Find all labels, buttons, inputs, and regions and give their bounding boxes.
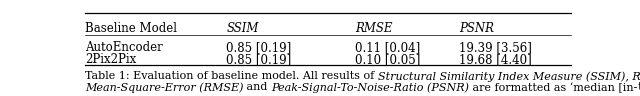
Text: 0.10 [0.05]: 0.10 [0.05] [355,53,420,66]
Text: Baseline Model: Baseline Model [85,22,177,35]
Text: Table 1: Evaluation of baseline model. All results of: Table 1: Evaluation of baseline model. A… [85,71,378,81]
Text: 0.85 [0.19]: 0.85 [0.19] [227,53,292,66]
Text: 19.68 [4.40]: 19.68 [4.40] [460,53,532,66]
Text: RMSE: RMSE [355,22,393,35]
Text: Peak-Signal-To-Noise-Ratio (PSNR): Peak-Signal-To-Noise-Ratio (PSNR) [271,82,469,93]
Text: AutoEncoder: AutoEncoder [85,41,163,54]
Text: 2Pix2Pix: 2Pix2Pix [85,53,136,66]
Text: 0.11 [0.04]: 0.11 [0.04] [355,41,420,54]
Text: Structural Similarity Index Measure (SSIM), Root: Structural Similarity Index Measure (SSI… [378,71,640,82]
Text: PSNR: PSNR [460,22,495,35]
Text: terquartile range]’: terquartile range]’ [637,82,640,92]
Text: SSIM: SSIM [227,22,259,35]
Text: 0.85 [0.19]: 0.85 [0.19] [227,41,292,54]
Text: Mean-Square-Error (RMSE): Mean-Square-Error (RMSE) [85,82,243,93]
Text: 19.39 [3.56]: 19.39 [3.56] [460,41,532,54]
Text: and: and [243,82,271,92]
Text: are formatted as ‘median [in-: are formatted as ‘median [in- [469,82,637,93]
